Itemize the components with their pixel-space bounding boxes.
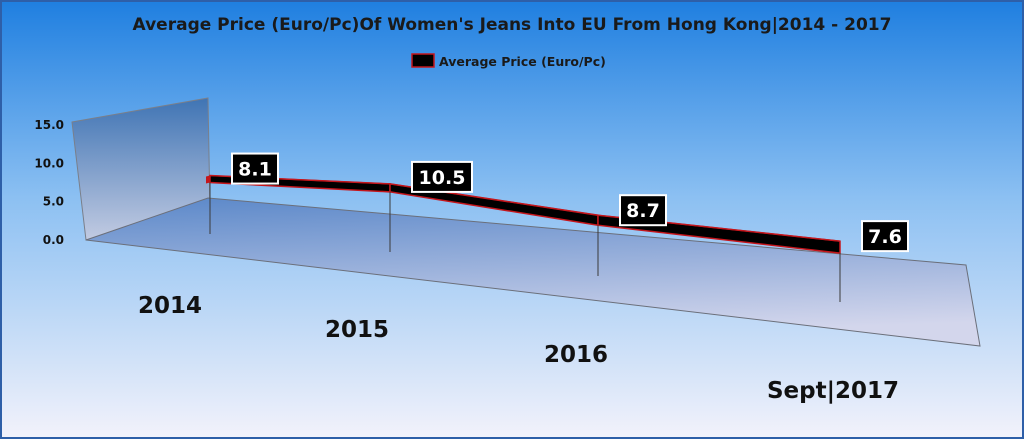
y-tick-label: 0.0 [43,233,64,247]
data-label-box [861,220,909,253]
legend-swatch [411,53,435,68]
x-tick-label: 2014 [138,293,202,319]
x-tick-label: 2016 [544,342,608,368]
data-label-text: 8.7 [626,200,660,222]
legend: Average Price (Euro/Pc) [411,53,606,69]
data-label-text: 7.6 [868,226,902,248]
x-tick-label: 2015 [325,317,389,343]
chart-floor [85,197,981,347]
legend-label: Average Price (Euro/Pc) [439,54,606,69]
chart-title: Average Price (Euro/Pc)Of Women's Jeans … [133,15,892,35]
data-label-text: 8.1 [238,159,272,181]
data-label: 7.6 [861,220,909,253]
data-label-box [411,160,473,193]
y-tick-label: 10.0 [34,156,64,170]
y-tick-label: 5.0 [43,195,64,209]
x-tick-label: Sept|2017 [767,378,899,404]
data-label-box [231,152,279,185]
ribbon-end-cap [206,175,210,184]
data-label-box [619,194,667,227]
y-tick-label: 15.0 [34,118,64,132]
data-label: 8.7 [619,194,667,227]
drop-lines [209,182,841,302]
data-label: 10.5 [411,160,473,193]
x-axis: 2014 2015 2016 Sept|2017 [138,293,899,404]
y-axis: 0.0 5.0 10.0 15.0 [34,118,64,247]
data-label: 8.1 [231,152,279,185]
data-labels: 8.1 10.5 8.7 7.6 [231,152,909,253]
data-label-text: 10.5 [419,167,466,189]
